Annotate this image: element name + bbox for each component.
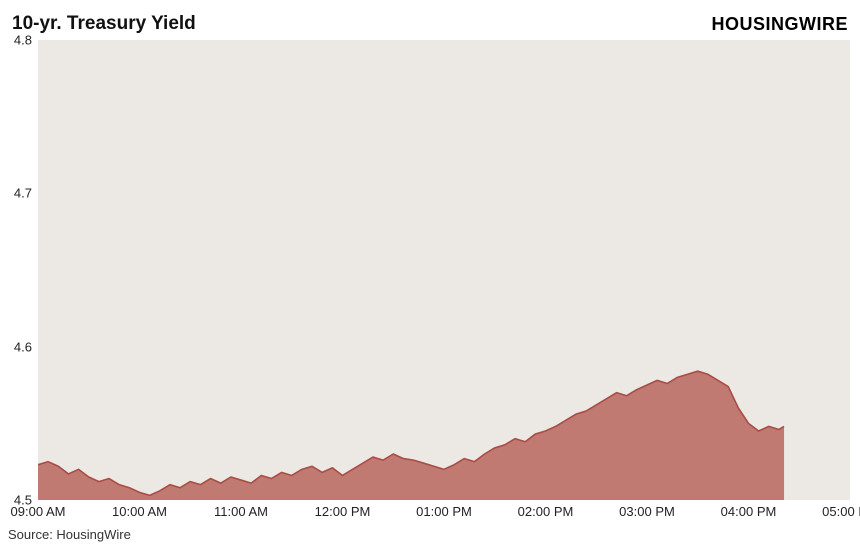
chart-title: 10-yr. Treasury Yield bbox=[12, 13, 196, 35]
y-tick-label: 4.6 bbox=[14, 339, 32, 354]
x-tick-label: 09:00 AM bbox=[11, 504, 66, 519]
x-tick-label: 01:00 PM bbox=[416, 504, 472, 519]
series-area bbox=[38, 371, 784, 500]
x-tick-label: 02:00 PM bbox=[518, 504, 574, 519]
x-tick-label: 12:00 PM bbox=[315, 504, 371, 519]
source-label: Source: HousingWire bbox=[8, 527, 131, 542]
chart-container: 10-yr. Treasury Yield HOUSINGWIRE 4.54.6… bbox=[0, 0, 860, 548]
y-tick-label: 4.7 bbox=[14, 186, 32, 201]
x-tick-label: 11:00 AM bbox=[214, 504, 268, 519]
x-tick-label: 04:00 PM bbox=[721, 504, 777, 519]
x-tick-label: 05:00 PM bbox=[822, 504, 860, 519]
chart-header: 10-yr. Treasury Yield HOUSINGWIRE bbox=[0, 0, 860, 40]
plot-area: 4.54.64.74.809:00 AM10:00 AM11:00 AM12:0… bbox=[38, 40, 850, 500]
y-tick-label: 4.8 bbox=[14, 33, 32, 48]
brand-logo: HOUSINGWIRE bbox=[711, 14, 848, 35]
x-tick-label: 03:00 PM bbox=[619, 504, 675, 519]
x-tick-label: 10:00 AM bbox=[112, 504, 167, 519]
